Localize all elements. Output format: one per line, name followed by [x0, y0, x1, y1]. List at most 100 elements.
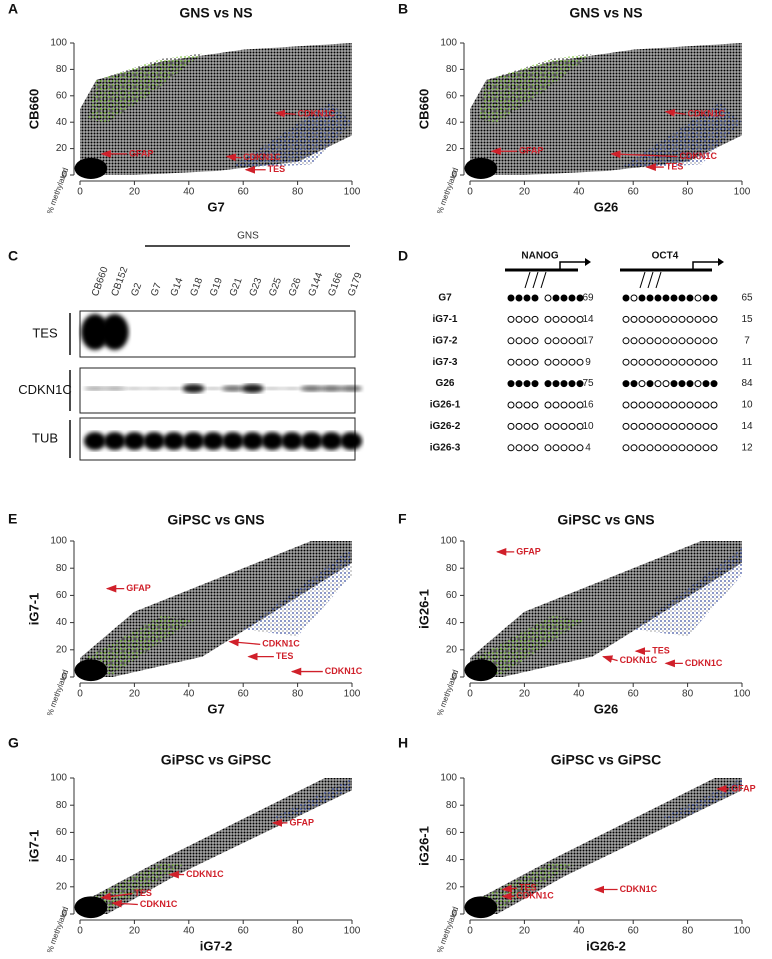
annotation: GFAP [519, 146, 544, 156]
x-axis-label: G7 [207, 701, 224, 716]
sample-name: iG7-1 [432, 314, 457, 325]
tss-arrow [692, 261, 718, 270]
point-cloud [88, 53, 203, 123]
cpg-dot [646, 380, 654, 388]
y-tick-label: 100 [440, 773, 457, 784]
scatter-panel: B GNS vs NS 0 20 40 60 80 100 0 20 40 60 80 100 G26 CB6… [398, 1, 751, 215]
y-tick-label: 0 [61, 672, 67, 683]
band [320, 432, 343, 450]
y-axis-label: CB660 [416, 89, 431, 129]
y-tick-label: 40 [446, 117, 458, 128]
x-tick-label: 60 [628, 926, 640, 937]
cpg-dot [515, 337, 523, 345]
lane-label: G21 [228, 276, 245, 298]
cpg-dot [670, 315, 678, 323]
annotation: TES [519, 883, 537, 893]
cpg-dot [568, 401, 576, 409]
x-axis-label: G26 [594, 199, 619, 214]
cpg-dot [531, 401, 539, 409]
cpg-dot [523, 315, 531, 323]
x-axis-label: G26 [594, 701, 619, 716]
cpg-dot [646, 401, 654, 409]
y-tick-label: 0 [451, 909, 457, 920]
y-axis-label: iG26-1 [416, 826, 431, 866]
cpg-dot [678, 294, 686, 302]
point-cloud-core [464, 157, 498, 179]
cpg-dot [515, 358, 523, 366]
lane-label: G2 [129, 281, 144, 298]
y-tick-label: 40 [56, 854, 68, 865]
axis-note: % methylated [435, 167, 460, 216]
lane-label: G23 [248, 276, 265, 298]
y-tick-label: 100 [440, 536, 457, 547]
lane-label: G166 [326, 271, 345, 298]
cpg-dot [694, 444, 702, 452]
cpg-dot [544, 337, 552, 345]
cpg-dot [662, 380, 670, 388]
chart-title: GiPSC vs GNS [557, 512, 654, 528]
cpg-dot [638, 380, 646, 388]
methylation-percent: 15 [741, 314, 753, 325]
cpg-dot [662, 444, 670, 452]
cpg-dot [544, 380, 552, 388]
sample-name: iG7-2 [432, 335, 457, 346]
scatter-panel: A GNS vs NS 0 20 40 60 80 100 0 20 40 60 80 100 G7 CB66… [8, 1, 361, 215]
cpg-dot [662, 337, 670, 345]
x-tick-label: 80 [292, 926, 304, 937]
panel-label: A [8, 1, 18, 17]
lane-label: G26 [287, 276, 304, 298]
point-cloud [475, 615, 585, 675]
point-cloud [633, 547, 742, 637]
annotation: CDKN1C [298, 109, 336, 119]
band [300, 432, 323, 450]
x-tick-label: 60 [238, 689, 250, 700]
scatter-panel: F GiPSC vs GNS 0 20 40 60 80 100 0 20 40 60 80 100 G26… [398, 511, 751, 717]
annotation: CDKN1C [620, 884, 658, 894]
chart-title: GiPSC vs GNS [167, 512, 264, 528]
y-tick-label: 60 [56, 590, 68, 601]
cpg-dot [702, 444, 710, 452]
cpg-dot [531, 444, 539, 452]
methylation-percent: 10 [741, 400, 753, 411]
annotation: CDKN1C [688, 109, 726, 119]
cpg-dot [646, 444, 654, 452]
cpg-dot [523, 401, 531, 409]
cpg-dot [678, 380, 686, 388]
lane-label: G144 [307, 271, 326, 298]
methylation-percent: 14 [582, 314, 594, 325]
cpg-dot [507, 380, 515, 388]
cpg-dot [654, 337, 662, 345]
x-tick-label: 0 [467, 926, 473, 937]
band [143, 387, 166, 390]
cpg-dot [686, 337, 694, 345]
x-tick-label: 20 [519, 926, 531, 937]
cpg-dot [678, 444, 686, 452]
cpg-dot [507, 337, 515, 345]
cpg-dot [654, 294, 662, 302]
methylation-percent: 12 [741, 442, 753, 453]
annotation: TES [134, 888, 152, 898]
cpg-dot [678, 401, 686, 409]
cpg-dot [507, 315, 515, 323]
x-tick-label: 100 [344, 187, 361, 198]
cpg-dot [654, 315, 662, 323]
cpg-dot [568, 294, 576, 302]
band [143, 432, 166, 450]
band [281, 432, 303, 450]
band [81, 314, 109, 350]
chart-title: GNS vs NS [569, 5, 642, 21]
band-label: TES [32, 325, 58, 340]
cpg-dot [552, 358, 560, 366]
cpg-dot [710, 337, 718, 345]
annotation: TES [276, 651, 294, 661]
cpg-dot [654, 358, 662, 366]
gene-label: NANOG [521, 251, 558, 262]
y-tick-label: 60 [446, 590, 458, 601]
cpg-dot [654, 401, 662, 409]
cpg-dot [576, 315, 584, 323]
y-tick-label: 40 [56, 617, 68, 628]
y-tick-label: 40 [446, 854, 458, 865]
cpg-dot [670, 401, 678, 409]
y-tick-label: 100 [50, 38, 67, 49]
cpg-dot [638, 444, 646, 452]
